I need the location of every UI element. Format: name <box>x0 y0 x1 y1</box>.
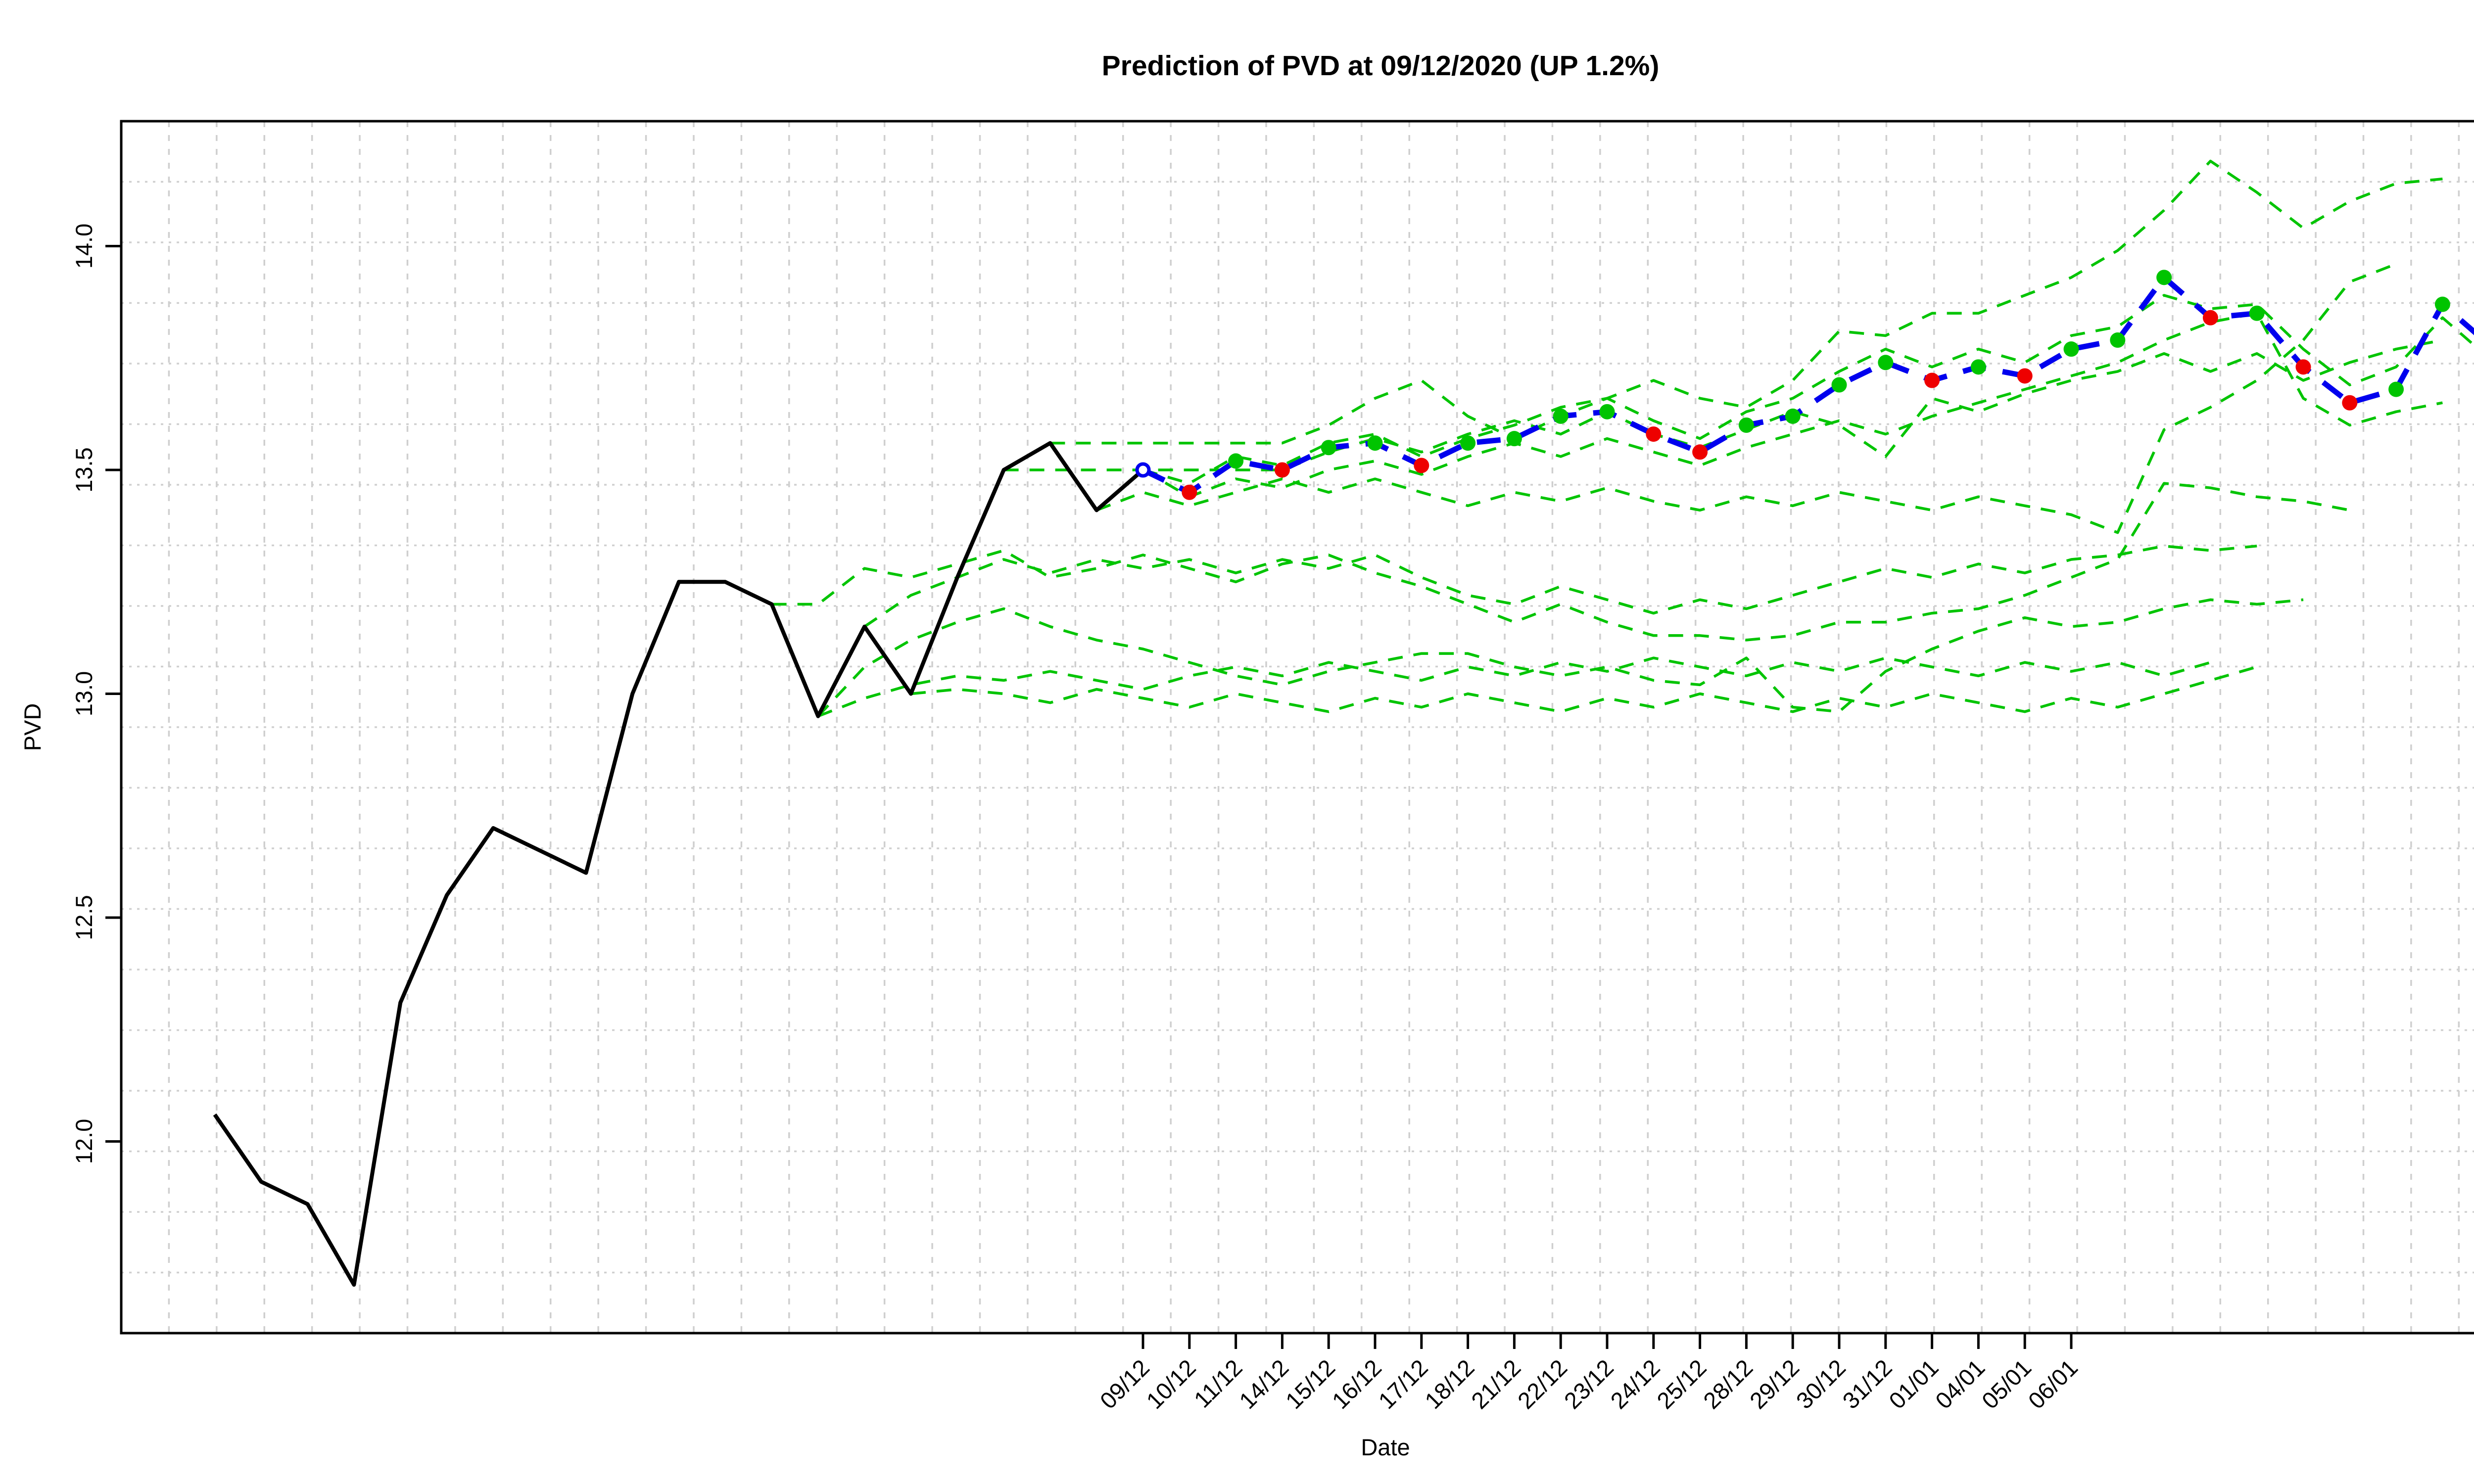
x-tick-label: 05/01 <box>1977 1354 2037 1414</box>
x-tick-label: 23/12 <box>1559 1354 1618 1414</box>
plot-border <box>120 120 2474 1335</box>
prediction-start-circle <box>1135 462 1151 478</box>
up-day-point <box>2156 270 2172 285</box>
up-day-point <box>1785 408 1801 424</box>
x-tick-label: 30/12 <box>1791 1354 1851 1414</box>
x-tick-label: 09/12 <box>1094 1354 1154 1414</box>
x-tick-label: 18/12 <box>1420 1354 1479 1414</box>
up-day-point <box>1878 355 1894 371</box>
down-day-point <box>2202 310 2218 325</box>
simulation-path <box>1003 338 2443 471</box>
x-tick-label: 17/12 <box>1373 1354 1433 1414</box>
x-tick-label: 10/12 <box>1141 1354 1201 1414</box>
up-day-point <box>1228 453 1244 469</box>
x-tick-label: 29/12 <box>1745 1354 1805 1414</box>
up-day-point <box>1460 435 1476 451</box>
x-tick-label: 28/12 <box>1698 1354 1758 1414</box>
x-tick-label: 06/01 <box>2023 1354 2083 1414</box>
down-day-point <box>1646 426 1662 442</box>
x-tick-label: 11/12 <box>1189 1354 1247 1413</box>
historical-line <box>213 441 1144 1287</box>
y-tick-label: 12.0 <box>71 1119 97 1164</box>
down-day-point <box>2342 395 2358 411</box>
x-tick-label: 22/12 <box>1513 1354 1572 1414</box>
down-day-point <box>2295 359 2311 375</box>
x-tick-label: 15/12 <box>1281 1354 1340 1414</box>
up-day-point <box>2388 381 2404 397</box>
down-day-point <box>1274 462 1290 478</box>
down-day-point <box>2017 368 2033 384</box>
x-tick-label: 01/01 <box>1884 1354 1944 1414</box>
data-series <box>213 270 2474 1287</box>
down-day-point <box>1182 484 1197 500</box>
x-tick-label: 21/12 <box>1466 1354 1526 1414</box>
y-tick-label: 13.5 <box>71 447 97 492</box>
simulation-path <box>1096 263 2397 534</box>
simulation-path <box>910 665 2257 713</box>
y-tick-label: 12.5 <box>71 895 97 940</box>
up-day-point <box>2063 341 2079 357</box>
x-tick-label: 04/01 <box>1930 1354 1990 1414</box>
y-tick-label: 14.0 <box>71 224 97 269</box>
simulation-path <box>1142 312 2443 499</box>
up-day-point <box>1553 408 1569 424</box>
down-day-point <box>1692 444 1708 460</box>
x-tick-label: 16/12 <box>1327 1354 1386 1414</box>
up-day-point <box>2434 296 2450 312</box>
x-axis-title: Date <box>1361 1434 1410 1460</box>
up-day-point <box>2249 305 2265 321</box>
simulation-path <box>817 656 2211 718</box>
simulation-path <box>1050 159 2443 445</box>
simulation-path <box>817 598 2304 717</box>
x-tick-label: 24/12 <box>1605 1354 1665 1414</box>
simulation-path <box>863 545 2257 628</box>
x-tick-label: 25/12 <box>1652 1354 1712 1414</box>
simulation-path <box>1142 294 2474 485</box>
up-day-point <box>1970 359 1986 375</box>
chart-title: Prediction of PVD at 09/12/2020 (UP 1.2%… <box>1102 50 1660 82</box>
y-axis-title: PVD <box>19 703 46 751</box>
down-day-point <box>1924 372 1940 388</box>
y-tick-label: 13.0 <box>71 671 97 716</box>
x-tick-label: 31/12 <box>1837 1354 1897 1414</box>
up-day-point <box>1738 417 1754 433</box>
up-day-point <box>1599 404 1615 419</box>
grid-lines <box>121 121 2474 1333</box>
down-day-point <box>1414 458 1429 473</box>
simulation-paths <box>771 159 2474 718</box>
up-day-point <box>1506 431 1522 447</box>
up-day-point <box>1831 377 1847 393</box>
axes: 12.0 12.5 13.0 13.5 14.0 09/1210/1211/1214/12… <box>71 120 2474 1414</box>
x-tick-label: 14/12 <box>1234 1354 1294 1414</box>
prediction-line <box>1142 275 2474 495</box>
up-day-point <box>1321 440 1336 456</box>
up-day-point <box>1367 435 1383 451</box>
up-day-point <box>2110 332 2126 348</box>
